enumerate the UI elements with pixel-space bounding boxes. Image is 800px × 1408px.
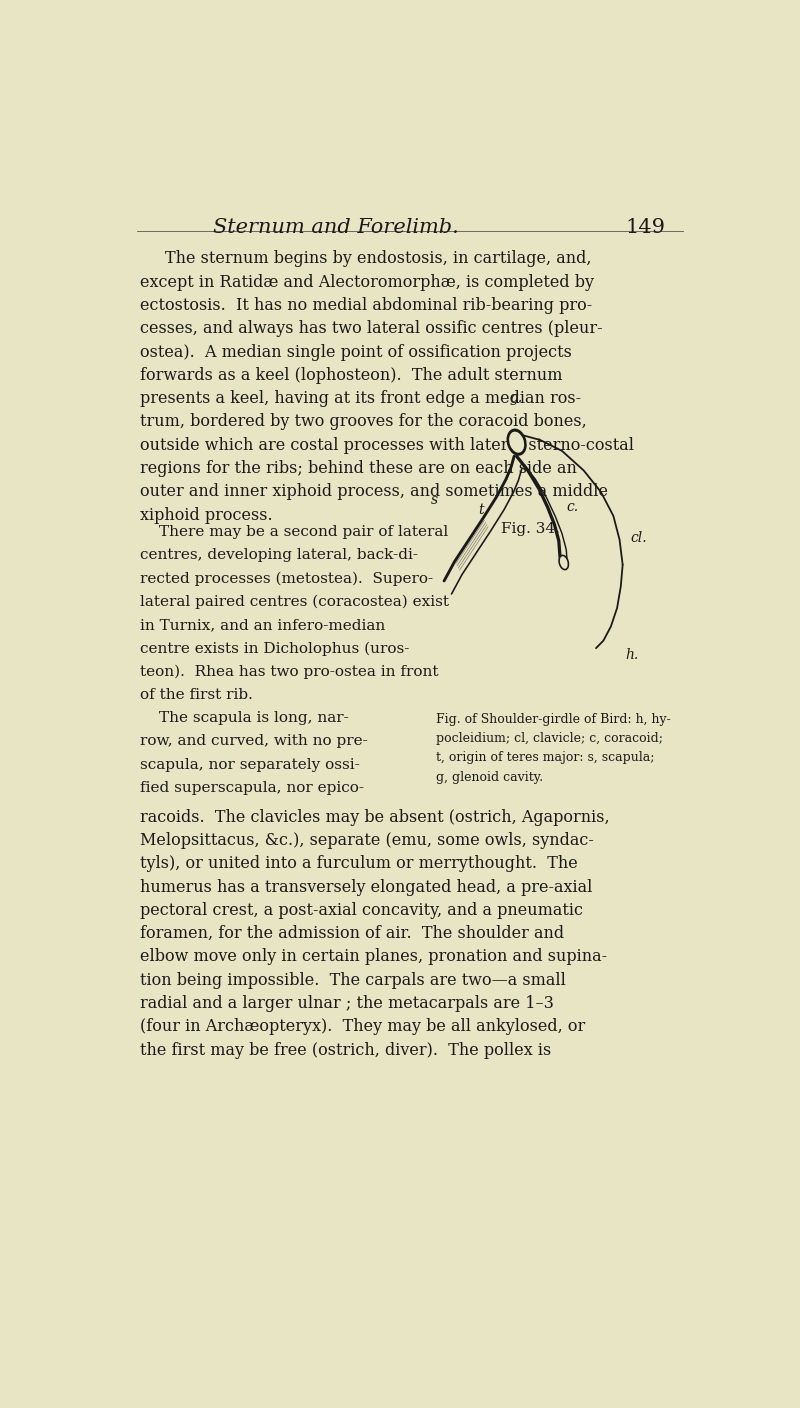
Text: elbow move only in certain planes, pronation and supina-: elbow move only in certain planes, prona… <box>140 949 607 966</box>
Text: t: t <box>478 504 483 518</box>
Text: t, origin of teres major: s, scapula;: t, origin of teres major: s, scapula; <box>436 752 654 765</box>
Ellipse shape <box>508 431 525 453</box>
Text: rected processes (metostea).  Supero-: rected processes (metostea). Supero- <box>140 572 434 586</box>
Text: ostea).  A median single point of ossification projects: ostea). A median single point of ossific… <box>140 344 572 360</box>
Text: fied superscapula, nor epico-: fied superscapula, nor epico- <box>140 781 364 796</box>
Text: The sternum begins by endostosis, in cartilage, and,: The sternum begins by endostosis, in car… <box>165 251 592 268</box>
Text: Sternum and Forelimb.: Sternum and Forelimb. <box>213 218 458 237</box>
Ellipse shape <box>559 555 569 570</box>
Text: regions for the ribs; behind these are on each side an: regions for the ribs; behind these are o… <box>140 460 577 477</box>
Text: tyls), or united into a furculum or merrythought.  The: tyls), or united into a furculum or merr… <box>140 855 578 872</box>
Text: forwards as a keel (lophosteon).  The adult sternum: forwards as a keel (lophosteon). The adu… <box>140 367 562 384</box>
Text: except in Ratidæ and Alectoromorphæ, is completed by: except in Ratidæ and Alectoromorphæ, is … <box>140 273 594 290</box>
Text: centre exists in Dicholophus (uros-: centre exists in Dicholophus (uros- <box>140 641 410 656</box>
Text: outer and inner xiphoid process, and sometimes a middle: outer and inner xiphoid process, and som… <box>140 483 608 500</box>
Text: centres, developing lateral, back-di-: centres, developing lateral, back-di- <box>140 548 418 562</box>
Text: There may be a second pair of lateral: There may be a second pair of lateral <box>159 525 448 539</box>
Text: lateral paired centres (coracostea) exist: lateral paired centres (coracostea) exis… <box>140 594 450 608</box>
Text: tion being impossible.  The carpals are two—a small: tion being impossible. The carpals are t… <box>140 972 566 988</box>
Text: radial and a larger ulnar ; the metacarpals are 1–3: radial and a larger ulnar ; the metacarp… <box>140 995 554 1012</box>
Text: ectostosis.  It has no medial abdominal rib-bearing pro-: ectostosis. It has no medial abdominal r… <box>140 297 593 314</box>
Text: racoids.  The clavicles may be absent (ostrich, Agapornis,: racoids. The clavicles may be absent (os… <box>140 808 610 825</box>
Text: presents a keel, having at its front edge a median ros-: presents a keel, having at its front edg… <box>140 390 582 407</box>
Text: teon).  Rhea has two pro-ostea in front: teon). Rhea has two pro-ostea in front <box>140 665 438 679</box>
Text: humerus has a transversely elongated head, a pre-axial: humerus has a transversely elongated hea… <box>140 879 593 895</box>
Text: outside which are costal processes with lateral sterno-costal: outside which are costal processes with … <box>140 436 634 453</box>
Text: in Turnix, and an infero-median: in Turnix, and an infero-median <box>140 618 386 632</box>
Text: row, and curved, with no pre-: row, and curved, with no pre- <box>140 735 368 748</box>
Text: The scapula is long, nar-: The scapula is long, nar- <box>159 711 349 725</box>
Text: c.: c. <box>566 500 578 514</box>
Text: Fig. 34.: Fig. 34. <box>502 522 560 536</box>
Text: (four in Archæopteryx).  They may be all ankylosed, or: (four in Archæopteryx). They may be all … <box>140 1018 586 1035</box>
Text: pectoral crest, a post-axial concavity, and a pneumatic: pectoral crest, a post-axial concavity, … <box>140 903 583 919</box>
Text: foramen, for the admission of air.  The shoulder and: foramen, for the admission of air. The s… <box>140 925 565 942</box>
Text: g.: g. <box>510 391 523 406</box>
Text: h.: h. <box>626 648 639 662</box>
Text: cl.: cl. <box>630 531 646 545</box>
Text: pocleidium; cl, clavicle; c, coracoid;: pocleidium; cl, clavicle; c, coracoid; <box>436 732 663 745</box>
Text: 149: 149 <box>626 218 666 237</box>
Text: of the first rib.: of the first rib. <box>140 687 253 701</box>
Text: g, glenoid cavity.: g, glenoid cavity. <box>436 770 543 783</box>
Text: the first may be free (ostrich, diver).  The pollex is: the first may be free (ostrich, diver). … <box>140 1042 551 1059</box>
Text: Fig. of Shoulder-girdle of Bird: h, hy-: Fig. of Shoulder-girdle of Bird: h, hy- <box>436 714 670 727</box>
Text: trum, bordered by two grooves for the coracoid bones,: trum, bordered by two grooves for the co… <box>140 414 587 431</box>
Text: xiphoid process.: xiphoid process. <box>140 507 273 524</box>
Text: scapula, nor separately ossi-: scapula, nor separately ossi- <box>140 758 360 772</box>
Text: Melopsittacus, &c.), separate (emu, some owls, syndac-: Melopsittacus, &c.), separate (emu, some… <box>140 832 594 849</box>
Text: s: s <box>430 493 438 507</box>
Text: cesses, and always has two lateral ossific centres (pleur-: cesses, and always has two lateral ossif… <box>140 320 603 337</box>
